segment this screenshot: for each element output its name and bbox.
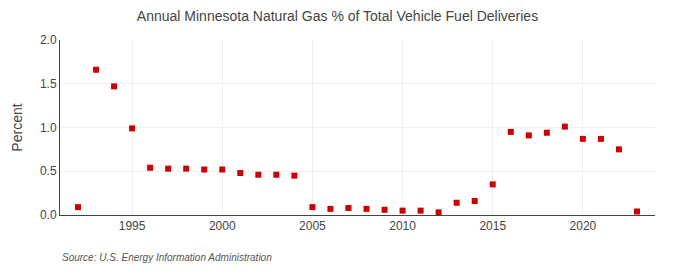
svg-text:1.0: 1.0 — [40, 121, 57, 135]
svg-text:1995: 1995 — [119, 219, 146, 233]
svg-text:Percent: Percent — [9, 103, 25, 151]
svg-text:Annual Minnesota Natural Gas %: Annual Minnesota Natural Gas % of Total … — [137, 8, 538, 24]
svg-text:2015: 2015 — [479, 219, 506, 233]
svg-text:0.5: 0.5 — [40, 164, 57, 178]
svg-text:Source: U.S. Energy Informatio: Source: U.S. Energy Information Administ… — [62, 252, 272, 263]
svg-text:2020: 2020 — [570, 219, 597, 233]
svg-text:2000: 2000 — [209, 219, 236, 233]
svg-text:1.5: 1.5 — [40, 77, 57, 91]
svg-text:2005: 2005 — [299, 219, 326, 233]
svg-text:2010: 2010 — [389, 219, 416, 233]
svg-text:2.0: 2.0 — [40, 33, 57, 47]
svg-text:0.0: 0.0 — [40, 208, 57, 222]
